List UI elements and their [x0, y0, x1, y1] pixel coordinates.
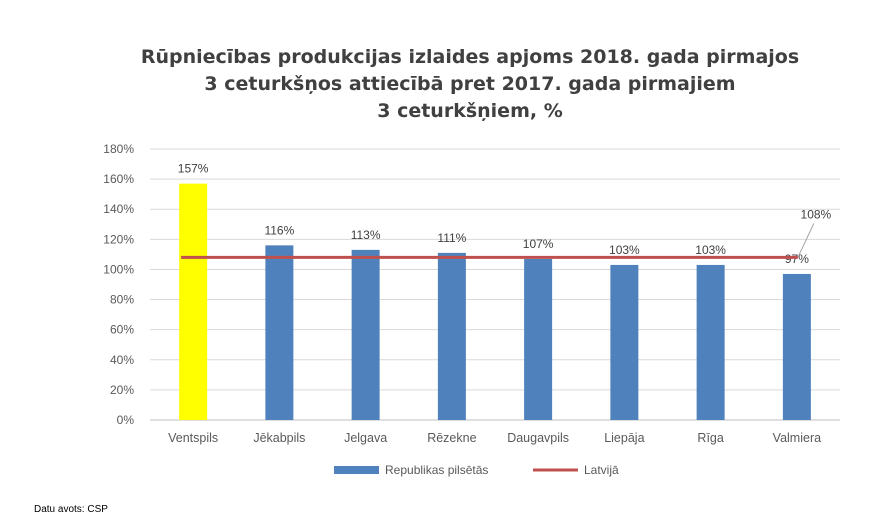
- data-label: 97%: [785, 252, 809, 266]
- x-tick-label: Daugavpils: [507, 431, 569, 445]
- x-tick-label: Rīga: [697, 431, 723, 445]
- x-tick-label: Liepāja: [604, 431, 644, 445]
- y-tick-label: 160%: [103, 172, 134, 186]
- y-tick-label: 60%: [110, 323, 134, 337]
- y-tick-label: 120%: [103, 232, 134, 246]
- legend-swatch-bars: [334, 466, 379, 474]
- x-tick-label: Valmiera: [773, 431, 821, 445]
- line-data-label: 108%: [801, 207, 832, 221]
- bar: [265, 245, 294, 420]
- y-tick-label: 0%: [117, 413, 135, 427]
- bar: [782, 273, 811, 420]
- chart-title-line: 3 ceturkšņiem, %: [377, 100, 563, 122]
- bar: [179, 183, 208, 420]
- source-note: Datu avots: CSP: [34, 504, 108, 515]
- bar: [437, 252, 466, 420]
- bar: [610, 264, 639, 420]
- y-tick-label: 180%: [103, 142, 134, 156]
- data-label: 113%: [351, 228, 381, 242]
- x-tick-label: Rēzekne: [427, 431, 476, 445]
- x-tick-label: Ventspils: [168, 431, 218, 445]
- data-label: 157%: [178, 162, 209, 176]
- y-tick-label: 140%: [103, 202, 134, 216]
- data-label: 116%: [264, 223, 294, 237]
- bar: [351, 249, 380, 420]
- legend-label: Republikas pilsētās: [385, 463, 488, 477]
- y-tick-label: 40%: [110, 353, 134, 367]
- y-tick-label: 20%: [110, 383, 134, 397]
- x-tick-label: Jelgava: [344, 431, 387, 445]
- data-label: 103%: [695, 243, 726, 257]
- data-label: 111%: [437, 231, 466, 245]
- chart-title: Rūpniecības produkcijas izlaides apjoms …: [120, 44, 820, 125]
- legend-label: Latvijā: [584, 463, 619, 477]
- data-label: 103%: [609, 243, 640, 257]
- chart-title-line: 3 ceturkšņos attiecībā pret 2017. gada p…: [204, 73, 736, 95]
- chart-title-line: Rūpniecības produkcijas izlaides apjoms …: [140, 46, 800, 68]
- y-tick-label: 100%: [103, 262, 134, 276]
- bar: [524, 258, 553, 420]
- bar: [696, 264, 725, 420]
- data-label: 107%: [523, 237, 554, 251]
- x-tick-label: Jēkabpils: [253, 431, 305, 445]
- y-tick-label: 80%: [110, 293, 134, 307]
- leader-line: [797, 223, 815, 258]
